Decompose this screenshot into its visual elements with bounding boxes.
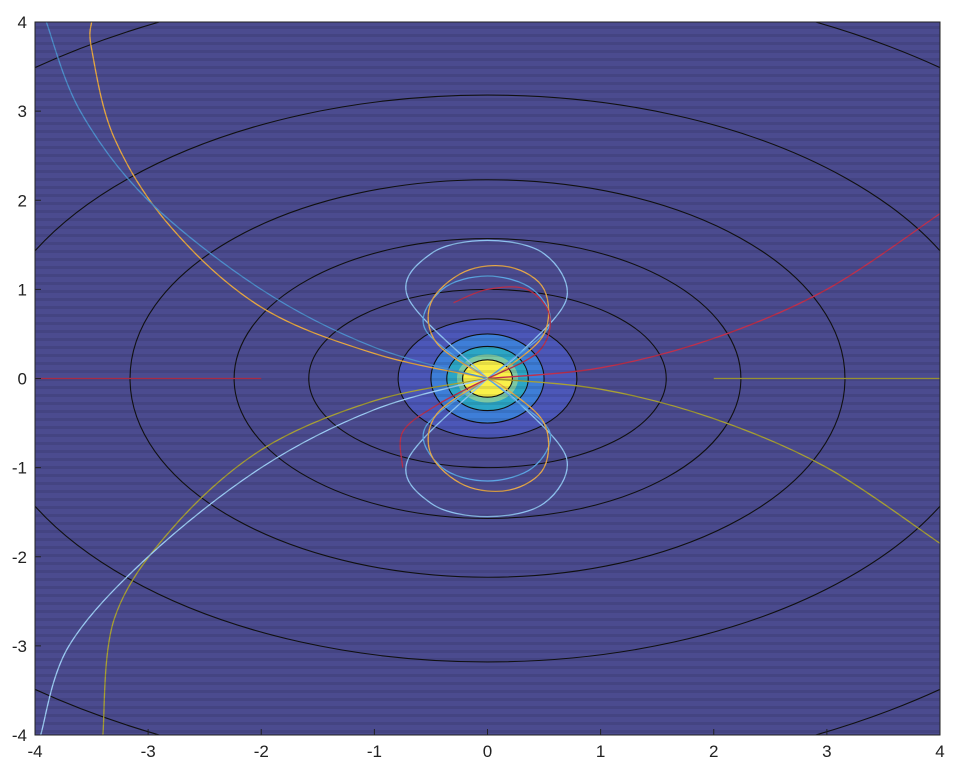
field-line-9: [45, 22, 488, 380]
y-tick-label: 4: [18, 13, 27, 32]
field-line-2: [422, 275, 552, 380]
x-tick-label: 0: [483, 742, 492, 761]
field-line-11: [487, 377, 940, 544]
x-tick-label: -4: [27, 742, 42, 761]
scanline-overlay: [35, 26, 940, 733]
field-line-12: [102, 377, 488, 735]
contour-line-1: [446, 345, 529, 412]
field-line-10: [487, 213, 940, 380]
x-tick-label: 3: [822, 742, 831, 761]
field-line-0: [405, 239, 568, 380]
field-line-5: [427, 377, 550, 493]
field-line-3: [422, 377, 552, 482]
x-tick-label: 1: [596, 742, 605, 761]
contour-line-2: [430, 333, 545, 424]
y-tick-label: -4: [12, 726, 27, 745]
y-tick-label: -1: [12, 459, 27, 478]
y-tick-label: -3: [12, 637, 27, 656]
x-tick-label: -1: [367, 742, 382, 761]
field-line-13: [40, 377, 488, 735]
field-line-4: [427, 264, 550, 380]
y-tick-label: 3: [18, 102, 27, 121]
x-tick-label: -2: [254, 742, 269, 761]
contour-line-0: [462, 359, 513, 398]
y-tick-label: 0: [18, 370, 27, 389]
field-lines: [35, 22, 940, 735]
field-line-6: [453, 286, 551, 380]
x-tick-label: -3: [141, 742, 156, 761]
x-tick-label: 2: [709, 742, 718, 761]
x-axis: -4 -3 -2 -1 0 1 2 3 4: [27, 729, 945, 761]
field-line-8: [89, 22, 488, 380]
contour-line-3: [397, 318, 578, 439]
y-tick-label: 2: [18, 191, 27, 210]
field-line-7: [399, 377, 488, 468]
y-axis: 4 3 2 1 0 -1 -2 -3 -4: [12, 13, 41, 745]
y-tick-label: 1: [18, 280, 27, 299]
y-tick-label: -2: [12, 548, 27, 567]
field-line-1: [405, 377, 568, 518]
contour-line-7: [35, 94, 940, 663]
x-tick-label: 4: [935, 742, 944, 761]
